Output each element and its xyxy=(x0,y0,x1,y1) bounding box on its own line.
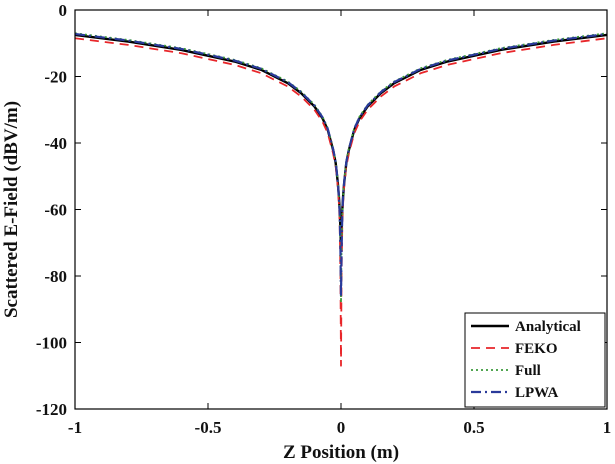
x-tick-label: -0.5 xyxy=(195,418,222,437)
x-axis-label: Z Position (m) xyxy=(283,442,399,463)
legend-label-lpwa: LPWA xyxy=(515,385,559,401)
y-tick-label: -80 xyxy=(44,267,67,286)
legend-label-feko: FEKO xyxy=(515,341,558,357)
y-tick-label: -120 xyxy=(36,400,67,419)
x-tick-label: 0 xyxy=(337,418,346,437)
x-tick-label: 1 xyxy=(603,418,612,437)
y-axis-label: Scattered E-Field (dBV/m) xyxy=(1,101,22,318)
legend: Analytical FEKO Full LPWA xyxy=(464,312,606,408)
legend-box xyxy=(464,312,606,408)
series-line-lpwa xyxy=(74,32,608,298)
y-tick-label: -40 xyxy=(44,134,67,153)
series-layer xyxy=(74,32,608,367)
series-line-feko xyxy=(74,37,608,367)
x-tick-label: -1 xyxy=(68,418,82,437)
x-tick-label: 0.5 xyxy=(463,418,484,437)
y-tick-label: -20 xyxy=(44,68,67,87)
y-tick-label: 0 xyxy=(59,1,68,20)
series-line-analytical xyxy=(74,33,608,251)
legend-label-full: Full xyxy=(515,363,541,379)
y-tick-label: -100 xyxy=(36,334,67,353)
y-tick-label: -60 xyxy=(44,201,67,220)
legend-label-analytical: Analytical xyxy=(515,319,581,335)
ticks-layer: -1 -0.5 0 0.5 1 0 -20 -40 -60 -80 -100 -120 xyxy=(36,1,611,437)
